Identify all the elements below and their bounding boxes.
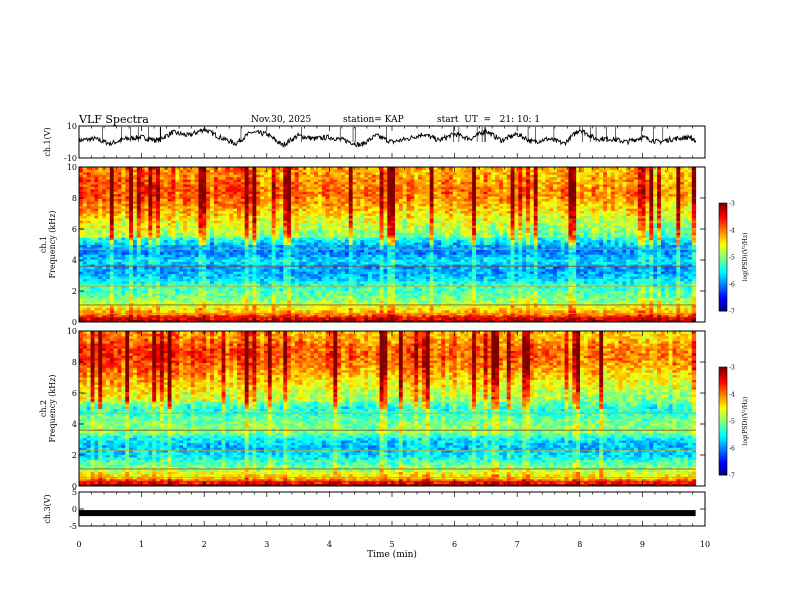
ytick-label-panel4-0: 0 [72, 505, 77, 514]
xtick-label-4: 4 [327, 540, 332, 549]
xtick-label-5: 5 [389, 540, 394, 549]
ylabel-panel2-line2: Frequency (kHz) [48, 210, 57, 278]
xtick-label-0: 0 [76, 540, 81, 549]
colorbar-tick-ch1--5: -5 [729, 255, 735, 262]
xtick-label-2: 2 [202, 540, 207, 549]
colorbar-tick-ch2--5: -5 [729, 419, 735, 426]
ylabel-panel2-line1: ch.1 [39, 236, 48, 253]
ylabel-panel3-line2: Frequency (kHz) [48, 374, 57, 442]
colorbar-tick-ch1--4: -4 [729, 228, 735, 235]
colorbar-tick-ch1--7: -7 [729, 309, 735, 316]
xtick-label-10: 10 [700, 540, 710, 549]
start-time-label: start UT = 21: 10: 1 [437, 115, 540, 125]
spectrogram-ch1 [79, 167, 727, 323]
ytick-label-panel2-0: 0 [72, 318, 77, 327]
ylabel-panel1-line1: ch.1(V) [43, 127, 52, 156]
ytick-label-panel4-5: 5 [72, 488, 77, 497]
ytick-label-panel1--10: -10 [64, 154, 77, 163]
date-label: Nov.30, 2025 [251, 115, 311, 125]
spectrogram-ch2 [79, 331, 727, 487]
xtick-label-9: 9 [640, 540, 645, 549]
xtick-label-1: 1 [139, 540, 144, 549]
colorbar-tick-ch2--6: -6 [729, 446, 735, 453]
ytick-label-panel2-4: 4 [72, 256, 77, 265]
xtick-label-6: 6 [452, 540, 457, 549]
ch1-waveform-line [79, 128, 696, 147]
ytick-label-panel3-4: 4 [72, 420, 77, 429]
colorbar-tick-ch1--6: -6 [729, 282, 735, 289]
ytick-label-panel2-8: 8 [72, 194, 77, 203]
xtick-label-7: 7 [515, 540, 520, 549]
colorbar-tick-ch2--4: -4 [729, 392, 735, 399]
xtick-label-8: 8 [577, 540, 582, 549]
panel-frame-4 [79, 492, 705, 526]
ytick-label-panel2-2: 2 [72, 287, 77, 296]
colorbar-tick-ch2--3: -3 [729, 365, 735, 372]
ytick-label-panel1-10: 10 [67, 122, 77, 131]
ch3-signal-bar [79, 510, 696, 516]
ytick-label-panel2-10: 10 [67, 163, 77, 172]
station-label: station= KAP [343, 115, 404, 125]
xtick-label-3: 3 [264, 540, 269, 549]
colorbar-label-ch1: log(PSD)(V²/Hz) [742, 233, 749, 282]
x-axis-label: Time (min) [367, 549, 417, 560]
colorbar-label-ch2: log(PSD)(V²/Hz) [742, 397, 749, 446]
ytick-label-panel2-6: 6 [72, 225, 77, 234]
figure-title: VLF Spectra [79, 113, 149, 126]
colorbar-tick-ch1--3: -3 [729, 201, 735, 208]
colorbar-tick-ch2--7: -7 [729, 473, 735, 480]
ylabel-panel3-line1: ch.2 [39, 400, 48, 417]
ytick-label-panel4--5: -5 [69, 522, 77, 531]
ytick-label-panel3-8: 8 [72, 358, 77, 367]
ytick-label-panel3-2: 2 [72, 451, 77, 460]
ytick-label-panel3-6: 6 [72, 389, 77, 398]
ytick-label-panel3-10: 10 [67, 327, 77, 336]
ylabel-panel4-line1: ch.3(V) [43, 494, 52, 523]
